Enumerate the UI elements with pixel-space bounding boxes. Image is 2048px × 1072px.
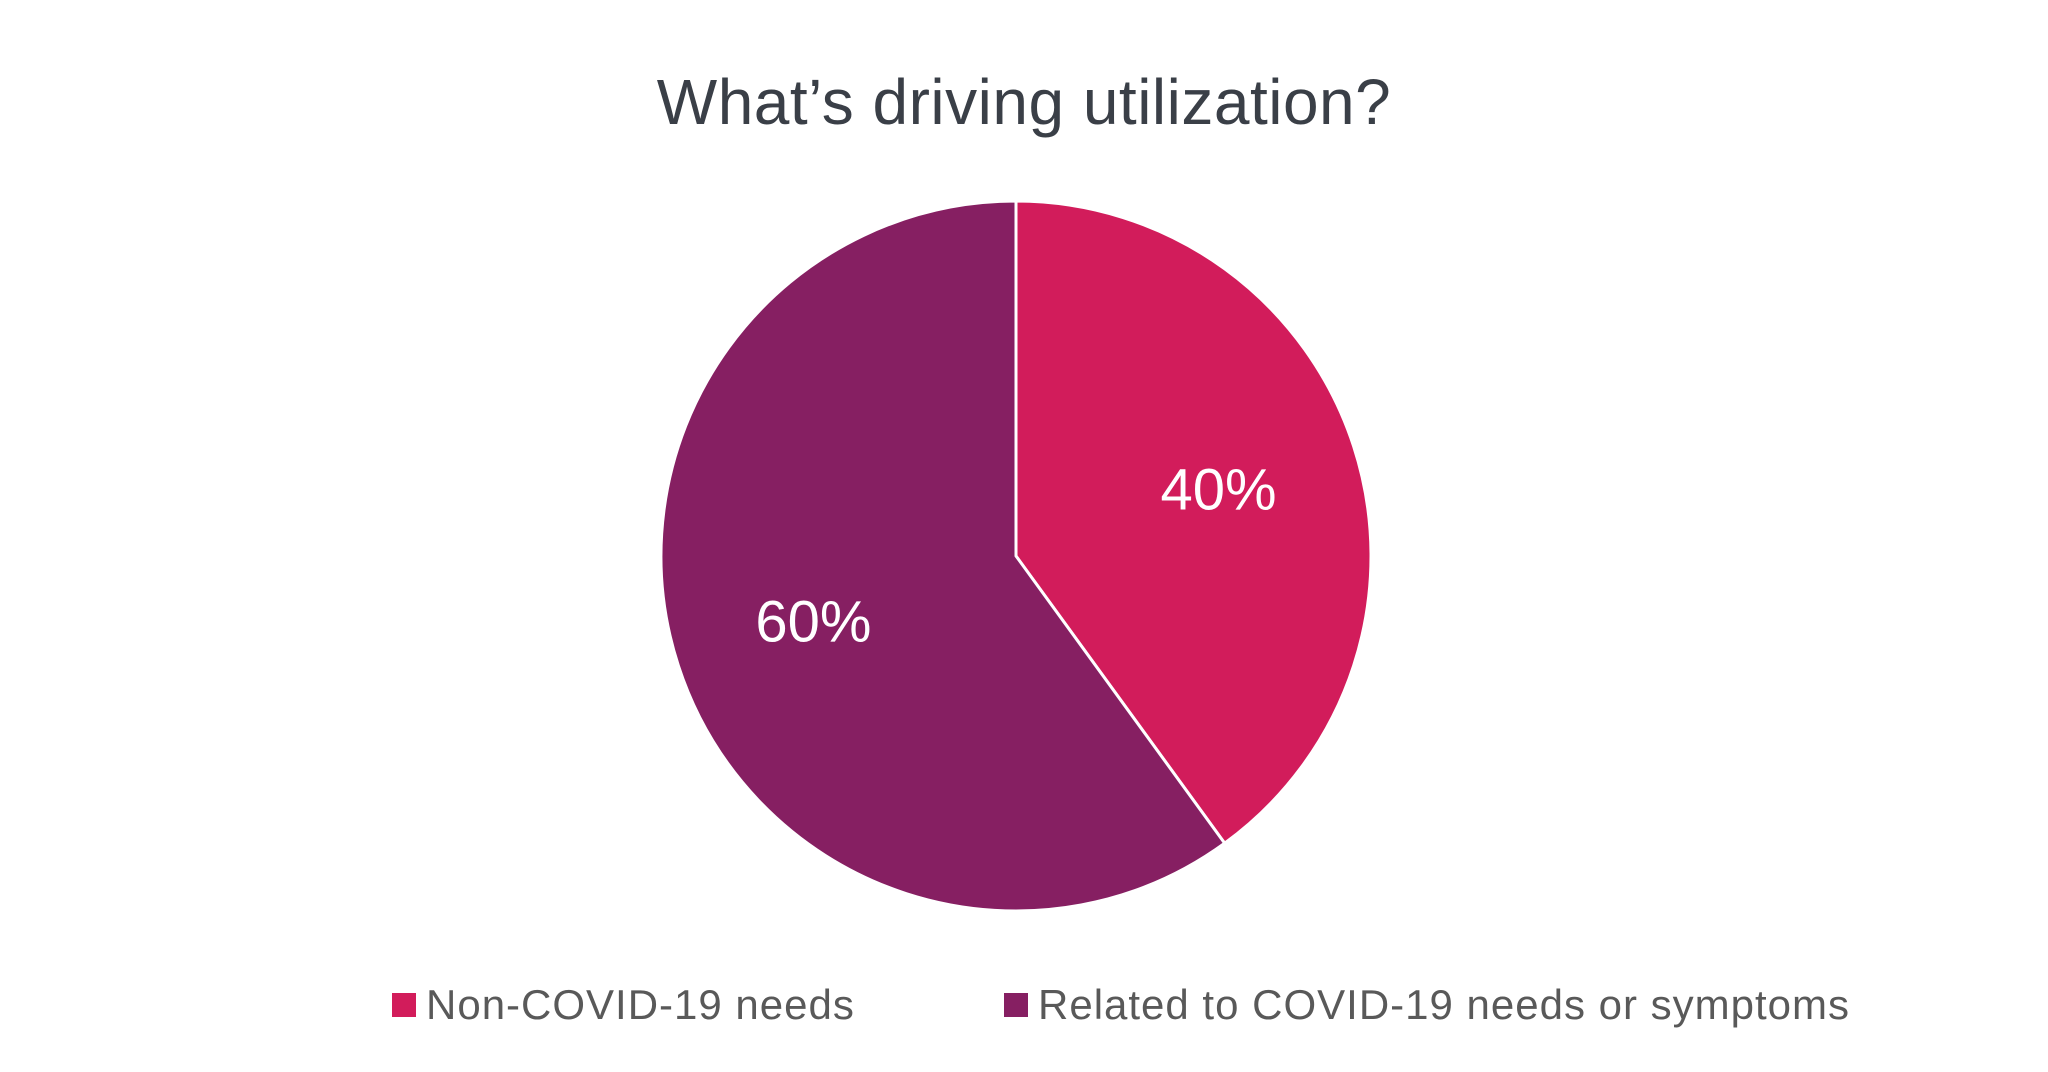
legend-item-covid-related: Related to COVID-19 needs or symptoms [1004,975,1850,1035]
data-label-covid-related: 60% [755,589,871,654]
legend-swatch-covid-related [1004,993,1028,1017]
data-label-non-covid: 40% [1161,458,1277,523]
legend-label-non-covid: Non-COVID-19 needs [426,981,855,1028]
pie-slices [659,199,1373,913]
pie-slice-non-covid [1014,199,1373,845]
chart-title: What’s driving utilization? [656,66,1392,138]
pie-data-labels: 40% 60% [755,458,1276,655]
legend-label-covid-related: Related to COVID-19 needs or symptoms [1038,981,1850,1028]
legend: Non-COVID-19 needs Related to COVID-19 n… [0,975,2048,1035]
legend-swatch-non-covid [392,993,416,1017]
pie-slice-covid-related [659,199,1227,913]
legend-item-non-covid: Non-COVID-19 needs [392,975,855,1035]
